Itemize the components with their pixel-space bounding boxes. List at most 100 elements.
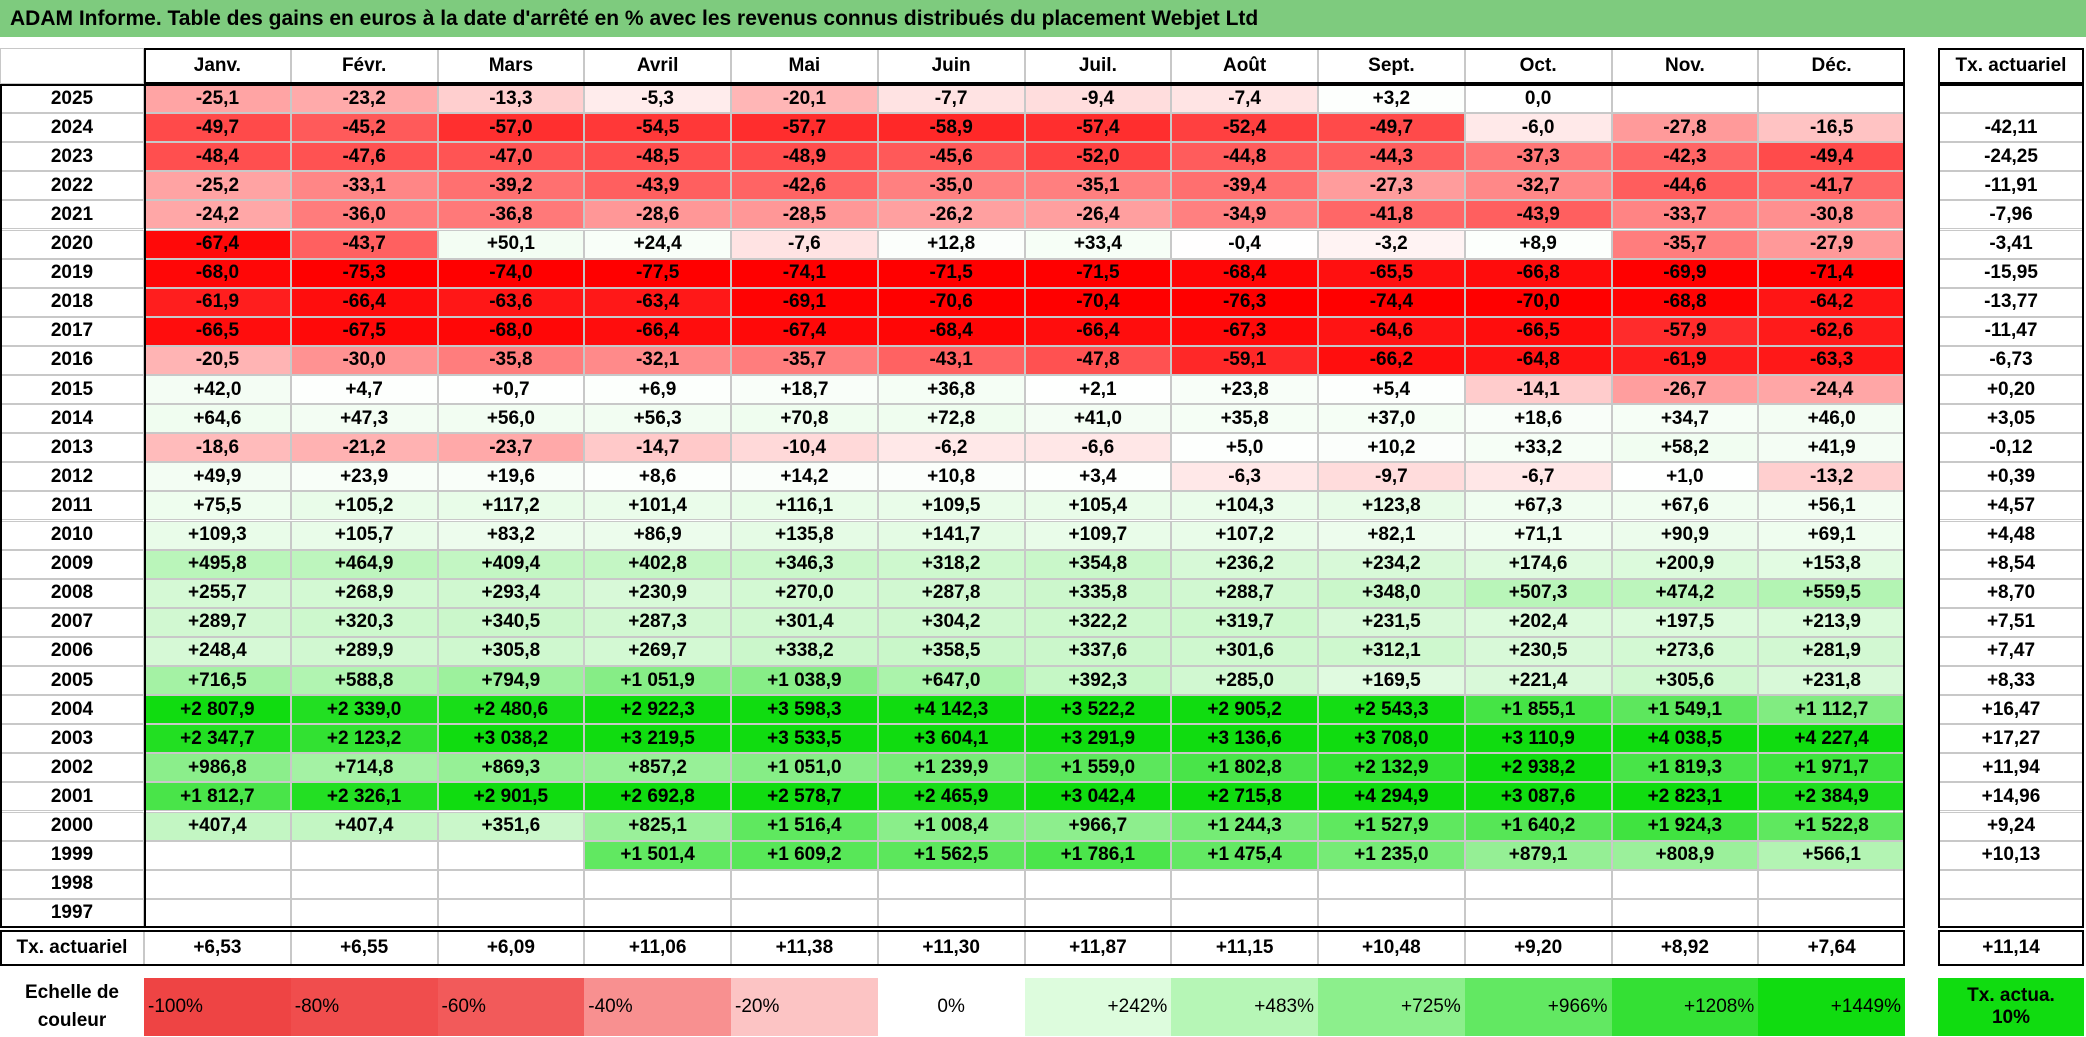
value-cell: +322,2 <box>1024 607 1172 637</box>
value-cell: +123,8 <box>1318 491 1465 521</box>
value-cell: -71,5 <box>877 258 1025 288</box>
row-header: 1997 <box>0 898 144 928</box>
value-cell: +234,2 <box>1318 549 1465 579</box>
value-cell: +289,9 <box>290 636 438 666</box>
value-cell: +56,3 <box>584 404 731 434</box>
value-cell: +301,6 <box>1171 636 1318 666</box>
value-cell: +67,3 <box>1464 491 1612 521</box>
value-cell: +407,4 <box>144 811 291 841</box>
value-cell: +2 807,9 <box>144 695 291 725</box>
total-cell: -0,12 <box>1938 433 2084 463</box>
value-cell: +255,7 <box>144 578 291 608</box>
value-cell: -48,9 <box>731 142 878 172</box>
row-header: 2009 <box>0 549 144 579</box>
value-cell: -23,2 <box>290 84 438 114</box>
column-header: Sept. <box>1318 48 1465 84</box>
value-cell: +109,7 <box>1024 520 1172 550</box>
total-cell: +8,54 <box>1938 549 2084 579</box>
value-cell: +35,8 <box>1171 404 1318 434</box>
value-cell: -62,6 <box>1758 316 1905 346</box>
value-cell: +346,3 <box>731 549 878 579</box>
value-cell: +304,2 <box>877 607 1025 637</box>
value-cell: +318,2 <box>877 549 1025 579</box>
footer-cell: +11,14 <box>1938 929 2084 966</box>
column-header: Mars <box>437 48 585 84</box>
value-cell: -37,3 <box>1464 142 1612 172</box>
value-cell: +221,4 <box>1464 666 1612 696</box>
value-cell: -67,5 <box>290 316 438 346</box>
value-cell <box>1758 84 1905 114</box>
legend-label: Echelle de couleur <box>25 981 119 1031</box>
value-cell: +495,8 <box>144 549 291 579</box>
value-cell: +281,9 <box>1758 636 1905 666</box>
row-header: 2006 <box>0 636 144 666</box>
value-cell: +153,8 <box>1758 549 1905 579</box>
value-cell: +117,2 <box>437 491 585 521</box>
value-cell: +3 042,4 <box>1024 782 1172 812</box>
value-cell: -7,6 <box>731 229 878 259</box>
value-cell: +1 527,9 <box>1318 811 1465 841</box>
value-cell: -71,4 <box>1758 258 1905 288</box>
value-cell: +230,9 <box>584 578 731 608</box>
row-header: 2003 <box>0 724 144 754</box>
value-cell: +2 480,6 <box>437 695 585 725</box>
row-header: 2023 <box>0 142 144 172</box>
total-cell: +8,33 <box>1938 666 2084 696</box>
value-cell: -7,7 <box>877 84 1025 114</box>
value-cell: -66,4 <box>1024 316 1172 346</box>
value-cell: +354,8 <box>1024 549 1172 579</box>
value-cell: +82,1 <box>1318 520 1465 550</box>
value-cell: -47,0 <box>437 142 585 172</box>
value-cell: +1 516,4 <box>731 811 878 841</box>
value-cell: +966,7 <box>1024 811 1172 841</box>
total-cell: +9,24 <box>1938 811 2084 841</box>
value-cell: -76,3 <box>1171 287 1318 317</box>
value-cell: +41,0 <box>1024 404 1172 434</box>
value-cell <box>1464 869 1612 899</box>
value-cell: -67,3 <box>1171 316 1318 346</box>
value-cell <box>144 840 291 870</box>
value-cell: +200,9 <box>1611 549 1759 579</box>
value-cell: +409,4 <box>437 549 585 579</box>
legend-step: +483% <box>1171 977 1318 1036</box>
value-cell: +1 501,4 <box>584 840 731 870</box>
value-cell: +47,3 <box>290 404 438 434</box>
value-cell: +213,9 <box>1758 607 1905 637</box>
value-cell: -66,4 <box>290 287 438 317</box>
value-cell <box>731 869 878 899</box>
row-header: 2014 <box>0 404 144 434</box>
value-cell: -6,6 <box>1024 433 1172 463</box>
value-cell: +1 802,8 <box>1171 753 1318 783</box>
value-cell: +1 522,8 <box>1758 811 1905 841</box>
value-cell <box>1758 869 1905 899</box>
value-cell: -44,3 <box>1318 142 1465 172</box>
value-cell: +105,7 <box>290 520 438 550</box>
value-cell: -10,4 <box>731 433 878 463</box>
value-cell: +174,6 <box>1464 549 1612 579</box>
value-cell: -20,1 <box>731 84 878 114</box>
value-cell: +319,7 <box>1171 607 1318 637</box>
value-cell: +407,4 <box>290 811 438 841</box>
value-cell: +105,4 <box>1024 491 1172 521</box>
value-cell: +287,3 <box>584 607 731 637</box>
value-cell: +6,9 <box>584 375 731 405</box>
value-cell: -14,7 <box>584 433 731 463</box>
value-cell <box>584 898 731 928</box>
value-cell: +71,1 <box>1464 520 1612 550</box>
legend-step: +1208% <box>1611 977 1759 1036</box>
value-cell: -32,1 <box>584 345 731 375</box>
value-cell: -35,7 <box>731 345 878 375</box>
value-cell: +3,2 <box>1318 84 1465 114</box>
value-cell: -66,5 <box>1464 316 1612 346</box>
row-header: 2015 <box>0 375 144 405</box>
footer-cell: +11,30 <box>877 929 1025 966</box>
column-header: Déc. <box>1758 48 1905 84</box>
total-cell: +10,13 <box>1938 840 2084 870</box>
value-cell: +869,3 <box>437 753 585 783</box>
value-cell: -14,1 <box>1464 375 1612 405</box>
value-cell: -44,6 <box>1611 171 1759 201</box>
value-cell: +56,0 <box>437 404 585 434</box>
value-cell: -6,7 <box>1464 462 1612 492</box>
row-header: 2000 <box>0 811 144 841</box>
value-cell <box>437 869 585 899</box>
